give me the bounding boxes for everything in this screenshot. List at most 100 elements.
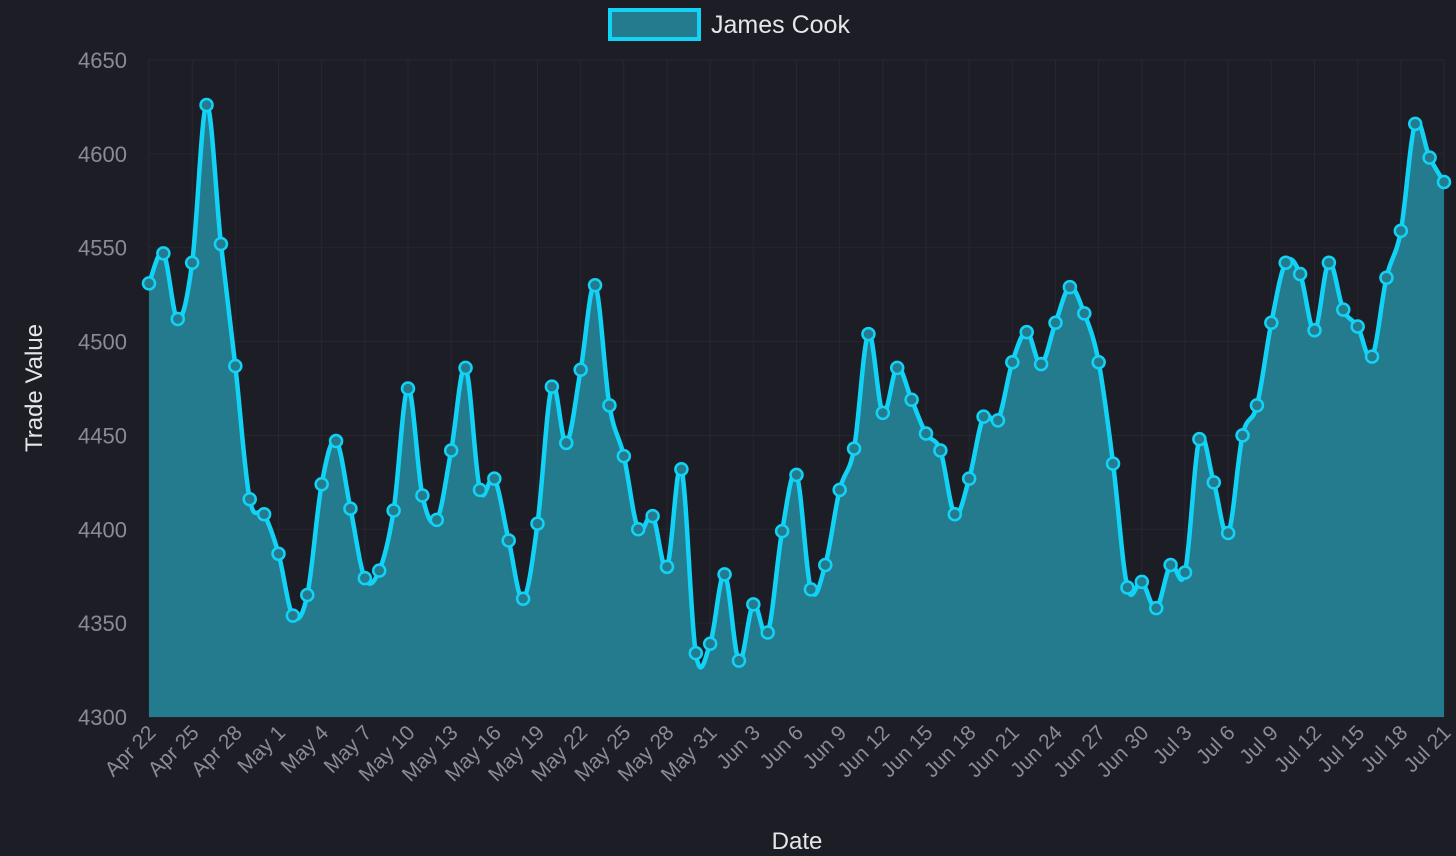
y-tick-label: 4600 (78, 142, 127, 167)
data-point (573, 362, 588, 377)
data-point (702, 636, 718, 652)
data-point (1019, 324, 1034, 340)
y-tick-label: 4350 (78, 611, 127, 636)
data-point (559, 435, 574, 451)
y-tick-label: 4450 (78, 423, 127, 448)
data-point (156, 246, 171, 261)
data-point (371, 563, 387, 578)
data-point (990, 413, 1006, 428)
data-point (803, 582, 819, 597)
y-tick-label: 4550 (78, 236, 127, 261)
y-tick-label: 4650 (78, 48, 127, 73)
data-point (1220, 525, 1236, 541)
data-point (774, 523, 790, 539)
data-point (789, 467, 804, 483)
data-point (1120, 580, 1135, 595)
data-point (1005, 354, 1020, 370)
data-point (587, 278, 603, 293)
data-point (458, 360, 473, 376)
data-point (947, 507, 963, 522)
data-point (1206, 475, 1222, 490)
data-point (300, 587, 315, 603)
data-point (961, 471, 977, 486)
data-point (271, 546, 286, 561)
data-point (386, 503, 401, 518)
data-point (818, 557, 833, 573)
data-point (717, 567, 732, 582)
data-point (415, 488, 430, 503)
data-point (904, 392, 919, 408)
data-point (1177, 565, 1193, 580)
data-point (933, 443, 948, 458)
x-tick-label: Jun 3 (712, 721, 765, 774)
data-points (141, 97, 1452, 668)
data-point (1379, 270, 1394, 285)
y-axis-title: Trade Value (21, 324, 48, 452)
legend-swatch (608, 8, 701, 41)
data-point (343, 501, 358, 516)
data-point (544, 379, 560, 394)
data-point (1364, 349, 1380, 364)
data-point (328, 433, 344, 449)
x-tick-label: Jul 21 (1400, 721, 1456, 777)
y-tick-label: 4400 (78, 517, 127, 542)
data-point (746, 597, 761, 612)
data-point (1436, 174, 1452, 190)
x-tick-label: Jul 12 (1270, 721, 1326, 777)
x-tick-label: Jul 3 (1149, 721, 1197, 769)
data-point (400, 381, 416, 396)
data-point (976, 409, 991, 424)
data-point (1077, 306, 1092, 321)
data-point (141, 276, 157, 291)
data-point (1062, 279, 1078, 295)
x-axis-title: Date (772, 828, 823, 855)
data-point (256, 507, 272, 522)
data-point (170, 311, 186, 327)
data-point (846, 441, 862, 456)
data-point (731, 653, 747, 668)
data-point (1148, 600, 1164, 616)
data-point (314, 476, 329, 492)
data-point (630, 522, 646, 537)
x-tick-label: Jul 6 (1192, 721, 1240, 769)
data-point (1307, 323, 1322, 338)
data-point (602, 398, 617, 413)
x-tick-label: Jul 18 (1356, 721, 1412, 777)
y-tick-label: 4500 (78, 330, 127, 355)
data-point (889, 360, 905, 376)
series-area-fill (149, 104, 1444, 717)
x-tick-label: May 1 (233, 721, 290, 778)
x-tick-label: Jun 6 (755, 721, 808, 774)
x-tick-label: Jul 15 (1313, 721, 1369, 777)
data-point (1134, 574, 1150, 590)
data-point (861, 326, 876, 342)
data-point (472, 482, 488, 498)
data-point (184, 255, 200, 270)
data-point (688, 645, 704, 661)
data-point (832, 482, 847, 498)
data-point (616, 448, 632, 464)
data-point (1249, 398, 1265, 413)
data-point (1407, 116, 1423, 132)
data-point (1321, 255, 1337, 270)
y-tick-label: 4300 (78, 705, 127, 730)
data-point (760, 625, 775, 640)
data-point (875, 405, 891, 421)
data-point (1278, 255, 1293, 270)
data-point (1393, 223, 1409, 239)
x-tick-label: May 4 (277, 721, 334, 778)
data-point (228, 358, 243, 374)
data-point (487, 471, 502, 486)
legend[interactable]: James Cook (608, 8, 850, 41)
data-point (1048, 315, 1063, 331)
data-point (242, 492, 257, 507)
data-point (199, 97, 214, 113)
data-point (1033, 356, 1049, 372)
data-point (213, 236, 229, 252)
data-point (1292, 266, 1308, 282)
data-point (1336, 302, 1351, 317)
data-point (1264, 315, 1279, 331)
legend-label: James Cook (711, 11, 850, 39)
y-axis-ticks: 4300 4350 4400 4450 4500 4550 4600 4650 (78, 48, 127, 730)
